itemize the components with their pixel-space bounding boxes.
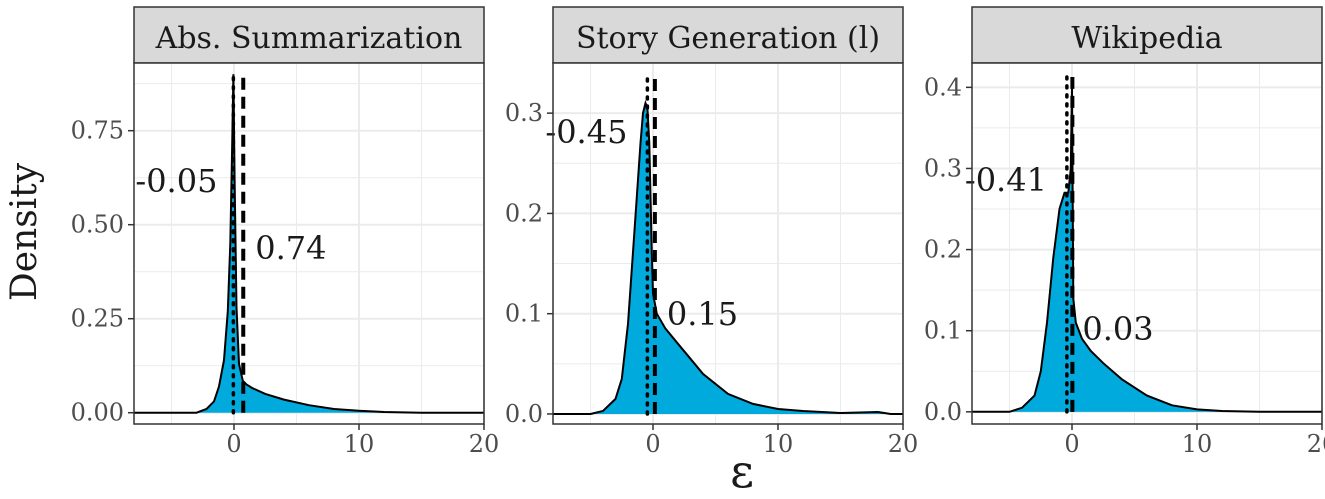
facet-panel: Story Generation (l) -0.45 0.15 0 10 20 0.0 0.1…: [505, 6, 919, 458]
x-tick-label: 20: [888, 430, 919, 458]
density-outline: [134, 74, 484, 414]
y-tick-label: 0.50: [71, 211, 124, 239]
y-tick-label: 0.4: [924, 73, 962, 101]
panel-border: [971, 62, 1323, 425]
y-tick-label: 0.00: [71, 399, 124, 427]
panel-border: [133, 62, 485, 425]
facet-strip: [971, 6, 1323, 64]
x-tick-label: 0: [645, 430, 660, 458]
y-tick-label: 0.25: [71, 305, 124, 333]
facet-strip: [133, 6, 485, 64]
y-tick-label: 0.3: [505, 99, 543, 127]
facet-panel: Abs. Summarization -0.05 0.74 0 10 20 0.00 0.25…: [71, 6, 500, 458]
x-tick-label: 0: [1064, 430, 1079, 458]
line-value-label: 0.74: [255, 229, 326, 267]
panel-background: [972, 63, 1322, 424]
line-value-label: 0.15: [667, 295, 738, 333]
line-value-label: -0.41: [965, 161, 1047, 199]
y-tick-label: 0.0: [924, 398, 962, 426]
x-tick-label: 20: [1307, 430, 1325, 458]
line-value-label: -0.05: [135, 162, 217, 200]
y-tick-label: 0.2: [924, 236, 962, 264]
x-axis-title: ε: [730, 444, 754, 498]
y-tick-label: 0.3: [924, 154, 962, 182]
density-area: [972, 87, 1322, 412]
panel-border: [552, 62, 904, 425]
facet-panel: Wikipedia -0.41 0.03 0 10 20 0.0 0.1 0.2 0.3 0.4: [924, 6, 1325, 458]
line-value-label: 0.03: [1082, 310, 1153, 348]
y-tick-label: 0.1: [924, 317, 962, 345]
x-tick-label: 0: [226, 430, 241, 458]
facet-title: Wikipedia: [1071, 21, 1222, 56]
y-tick-label: 0.75: [71, 117, 124, 145]
panel-background: [134, 63, 484, 424]
y-tick-label: 0.0: [505, 400, 543, 428]
line-value-label: -0.45: [545, 113, 627, 151]
x-tick-label: 10: [1182, 430, 1213, 458]
x-tick-label: 20: [469, 430, 500, 458]
y-tick-label: 0.2: [505, 199, 543, 227]
density-area: [553, 103, 903, 414]
facet-strip: [552, 6, 904, 64]
y-tick-label: 0.1: [505, 300, 543, 328]
facet-title: Story Generation (l): [576, 21, 880, 56]
y-axis-title: Density: [4, 162, 45, 301]
facet-title: Abs. Summarization: [155, 21, 463, 56]
x-tick-label: 10: [763, 430, 794, 458]
x-tick-label: 10: [344, 430, 375, 458]
